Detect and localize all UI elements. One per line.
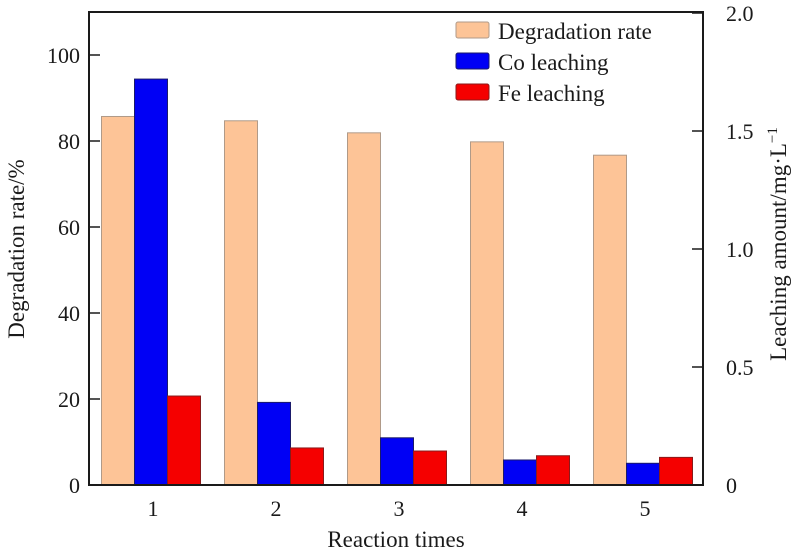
legend-label: Degradation rate [498, 19, 652, 44]
y-tick-label: 40 [58, 301, 80, 326]
bar-degradation-rate-5 [593, 154, 627, 486]
y2-axis-title: Leaching amount/mg·L−1 [765, 127, 791, 361]
y2-tick-label: 1.5 [726, 119, 754, 144]
y2-axis-title-main: Leaching amount/mg·L [766, 143, 791, 361]
y2-tick-label: 0.5 [726, 355, 754, 380]
bar-co-leaching-2 [257, 401, 291, 486]
legend-label: Fe leaching [498, 81, 605, 106]
bar-degradation-rate-1 [101, 115, 135, 486]
bar-fe-leaching-5 [659, 456, 693, 486]
x-axis-title: Reaction times [327, 527, 464, 552]
legend-swatch [455, 52, 490, 70]
y-tick-label: 20 [58, 387, 80, 412]
bar-degradation-rate-3 [347, 132, 381, 486]
legend: Degradation rate Co leaching Fe leaching [455, 19, 652, 106]
left-axis: 0 20 40 60 80 100 [47, 43, 100, 498]
y-tick-label: 60 [58, 215, 80, 240]
bar-fe-leaching-4 [536, 455, 570, 486]
bar-fe-leaching-1 [167, 395, 201, 486]
x-tick-label: 3 [394, 496, 405, 521]
bar-co-leaching-4 [503, 459, 537, 486]
bar-fe-leaching-3 [413, 450, 447, 486]
y-tick-label: 100 [47, 43, 80, 68]
right-axis: 0 0.5 1.0 1.5 2.0 [692, 1, 754, 498]
bar-co-leaching-3 [380, 437, 414, 486]
x-tick-label: 4 [517, 496, 528, 521]
bar-fe-leaching-2 [290, 447, 324, 486]
legend-label: Co leaching [498, 50, 609, 75]
bar-co-leaching-1 [134, 78, 168, 486]
y2-tick-label: 2.0 [726, 1, 754, 26]
y-axis-title: Degradation rate/% [4, 159, 29, 338]
bars-layer [101, 78, 693, 486]
x-tick-label: 5 [640, 496, 651, 521]
legend-swatch [455, 83, 490, 101]
y2-tick-label: 0 [726, 473, 737, 498]
bar-co-leaching-5 [626, 462, 660, 486]
y-tick-label: 80 [58, 129, 80, 154]
y-tick-label: 0 [69, 473, 80, 498]
x-axis: 1 2 3 4 5 [148, 496, 651, 521]
x-tick-label: 1 [148, 496, 159, 521]
y2-tick-label: 1.0 [726, 237, 754, 262]
bar-degradation-rate-2 [224, 120, 258, 486]
legend-swatch [455, 21, 490, 39]
y2-axis-title-superscript: −1 [765, 127, 781, 143]
x-tick-label: 2 [271, 496, 282, 521]
bar-degradation-rate-4 [470, 141, 504, 486]
